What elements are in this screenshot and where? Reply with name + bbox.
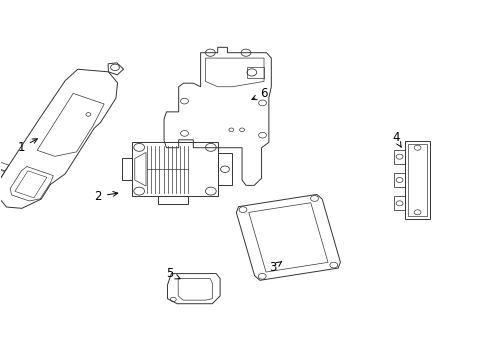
Text: 6: 6 xyxy=(251,87,267,100)
Text: 1: 1 xyxy=(18,139,37,154)
Text: 2: 2 xyxy=(94,190,118,203)
Text: 5: 5 xyxy=(166,267,180,280)
Text: 4: 4 xyxy=(391,131,400,147)
Text: 3: 3 xyxy=(268,261,281,274)
